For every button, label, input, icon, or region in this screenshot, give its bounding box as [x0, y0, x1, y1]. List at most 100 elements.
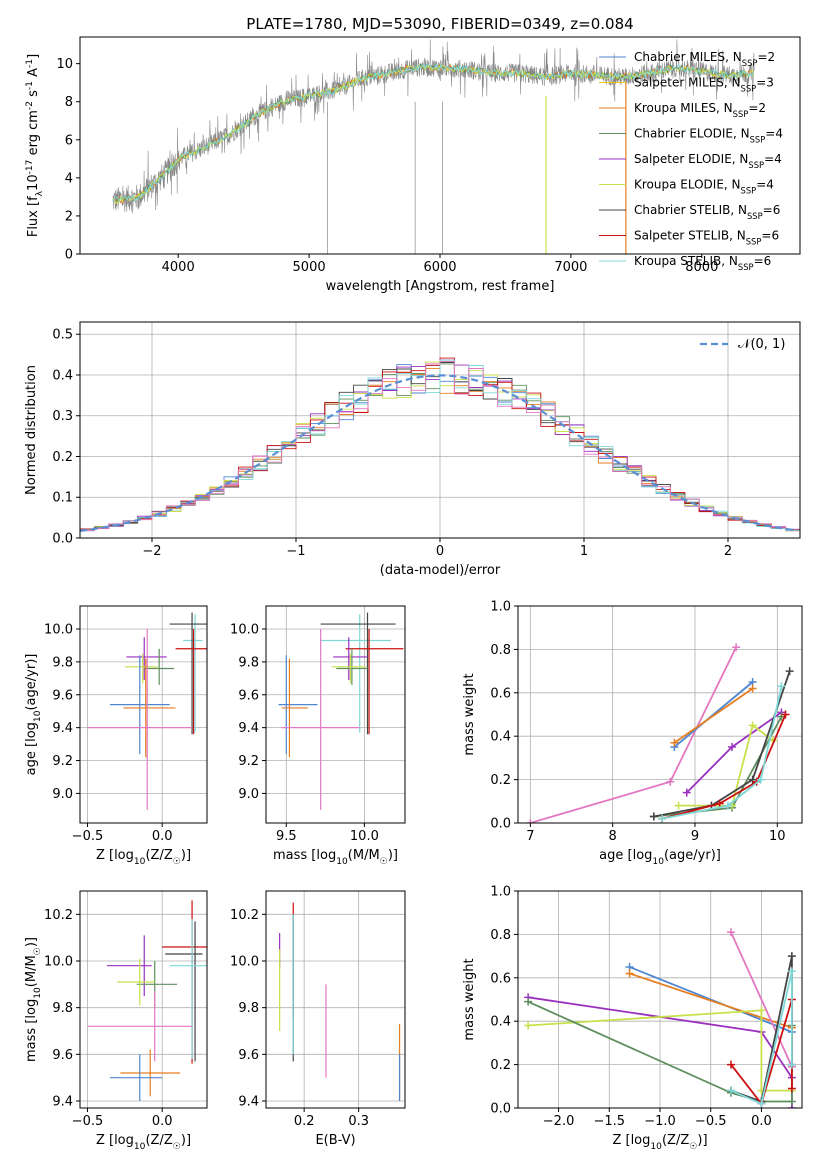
x-tick-label: 0.0 [152, 1114, 173, 1129]
mass-weight-point [727, 928, 735, 937]
x-tick-label: 8000 [685, 260, 718, 275]
x-tick-label: 7 [526, 829, 534, 844]
mass-weight-point [757, 1099, 766, 1108]
axes-frame [517, 605, 803, 824]
x-axis-label: (data-model)/error [380, 563, 501, 578]
mass-weight-line [528, 1009, 792, 1092]
x-tick-label: 0.0 [751, 1114, 772, 1129]
y-axis-label: Normed distribution [24, 365, 39, 495]
y-tick-label: 9.8 [238, 655, 259, 670]
y-tick-label: 9.6 [52, 1048, 73, 1063]
mass-weight-point [666, 777, 675, 786]
legend: Chabrier MILES, NSSP=2 Salpeter MILES, NS… [599, 50, 783, 272]
x-tick-label: 0.0 [152, 829, 173, 844]
x-tick-label: 2 [724, 544, 732, 559]
y-tick-label: 1.0 [490, 600, 511, 615]
mass-weight-point [658, 814, 667, 823]
plot-area [80, 357, 800, 533]
legend-entry: Kroupa MILES, NSSP=2 [634, 101, 766, 119]
axes-frame [79, 321, 801, 539]
y-tick-label: 2 [65, 209, 73, 224]
mass-weight-line [629, 966, 793, 1033]
y-axis-label: age [log10(age/yr)] [24, 654, 43, 776]
y-tick-label: 10.2 [230, 908, 259, 923]
y-tick-label: 0.0 [490, 1102, 511, 1117]
x-axis-label: mass [log10(M/M☉)] [273, 848, 398, 867]
y-axis-label: mass weight [462, 958, 477, 1040]
legend-entry: Kroupa ELODIE, NSSP=4 [634, 178, 774, 196]
x-tick-label: −1.5 [593, 1114, 625, 1129]
mass-weight-point [728, 743, 737, 752]
mass-weight-point [682, 788, 691, 797]
mass-weight-point [756, 775, 765, 784]
x-tick-label: −2.0 [543, 1114, 575, 1129]
y-tick-label: 8 [65, 95, 73, 110]
mass-weight-point [748, 684, 757, 693]
legend-entry: Chabrier ELODIE, NSSP=4 [634, 127, 783, 145]
x-tick-label: −1.0 [644, 1114, 676, 1129]
x-axis-label: age [log10(age/yr)] [599, 848, 721, 867]
plot-area [279, 902, 401, 1101]
y-tick-label: 9.8 [52, 1001, 73, 1016]
x-tick-label: 1 [580, 544, 588, 559]
y-tick-label: 9.2 [238, 754, 259, 769]
mass-weight-line [653, 670, 791, 818]
mass-weight-point [787, 952, 796, 961]
x-axis-label: Z [log10(Z/Z☉)] [96, 848, 191, 867]
y-tick-label: 0.6 [490, 971, 511, 986]
y-axis-label: Flux [fλ10-17 erg cm-2 s-1 A-1] [25, 54, 45, 237]
y-tick-label: 0.3 [52, 409, 73, 424]
plot-area [526, 643, 794, 823]
y-tick-label: 10 [56, 57, 73, 72]
y-tick-label: 0.0 [52, 532, 73, 547]
plot-area [87, 612, 207, 810]
y-tick-label: 4 [65, 171, 73, 186]
axes-frame [265, 605, 406, 824]
plot-area [112, 39, 755, 254]
axes-frame [79, 890, 208, 1109]
legend-entry: Salpeter ELODIE, NSSP=4 [634, 152, 782, 170]
panel-spectrum: 4000 5000 6000 7000 8000 0 2 4 6 8 10 wavelength [A… [25, 36, 801, 294]
y-tick-label: 10.0 [44, 623, 73, 638]
y-tick-label: 0.0 [490, 817, 511, 832]
y-tick-label: 9.2 [52, 754, 73, 769]
legend-entry: Kroupa STELIB, NSSP=6 [634, 254, 771, 272]
mass-weight-point [524, 997, 533, 1006]
mass-weight-point [524, 1021, 533, 1030]
y-tick-label: 9.8 [52, 655, 73, 670]
mass-weight-point [649, 812, 658, 821]
axes-frame [79, 36, 801, 255]
y-tick-label: 9.6 [238, 1048, 259, 1063]
mass-weight-point [670, 738, 679, 747]
x-tick-label: 10.0 [350, 829, 379, 844]
y-tick-label: 0 [65, 248, 73, 263]
mass-weight-point [757, 1006, 766, 1015]
y-tick-label: 0.4 [490, 1015, 511, 1030]
legend-entry: 𝒩(0, 1) [738, 337, 785, 352]
x-tick-label: −0.5 [695, 1114, 727, 1129]
y-tick-label: 0.2 [490, 773, 511, 788]
y-tick-label: 0.4 [52, 368, 73, 383]
mass-weight-point [785, 667, 794, 676]
mass-weight-point [748, 721, 757, 730]
y-tick-label: 6 [65, 133, 73, 148]
mass-weight-point [727, 1086, 735, 1095]
mass-weight-point [748, 775, 757, 784]
panel-mass_weight_vs_age: 7 8 9 10 0.0 0.2 0.4 0.6 0.8 1.0 age [log10(age/yr… [462, 600, 803, 867]
panel-age_vs_Z: −0.5 0.0 9.0 9.2 9.4 9.6 9.8 10.0 Z [log10(Z/Z☉)… [24, 605, 208, 867]
residual-histogram [80, 359, 800, 533]
y-tick-label: 9.6 [52, 688, 73, 703]
y-tick-label: 1.0 [490, 885, 511, 900]
y-tick-label: 9.0 [52, 787, 73, 802]
y-tick-label: 0.2 [52, 450, 73, 465]
y-tick-label: 0.1 [52, 491, 73, 506]
mass-weight-point [715, 799, 724, 808]
legend-entry: Chabrier STELIB, NSSP=6 [634, 203, 780, 221]
axes-frame [517, 890, 803, 1109]
y-tick-label: 0.2 [490, 1058, 511, 1073]
y-tick-label: 10.0 [44, 955, 73, 970]
figure-title: PLATE=1780, MJD=53090, FIBERID=0349, z=0… [246, 15, 633, 33]
x-tick-label: 7000 [554, 260, 587, 275]
plot-area [87, 900, 207, 1101]
